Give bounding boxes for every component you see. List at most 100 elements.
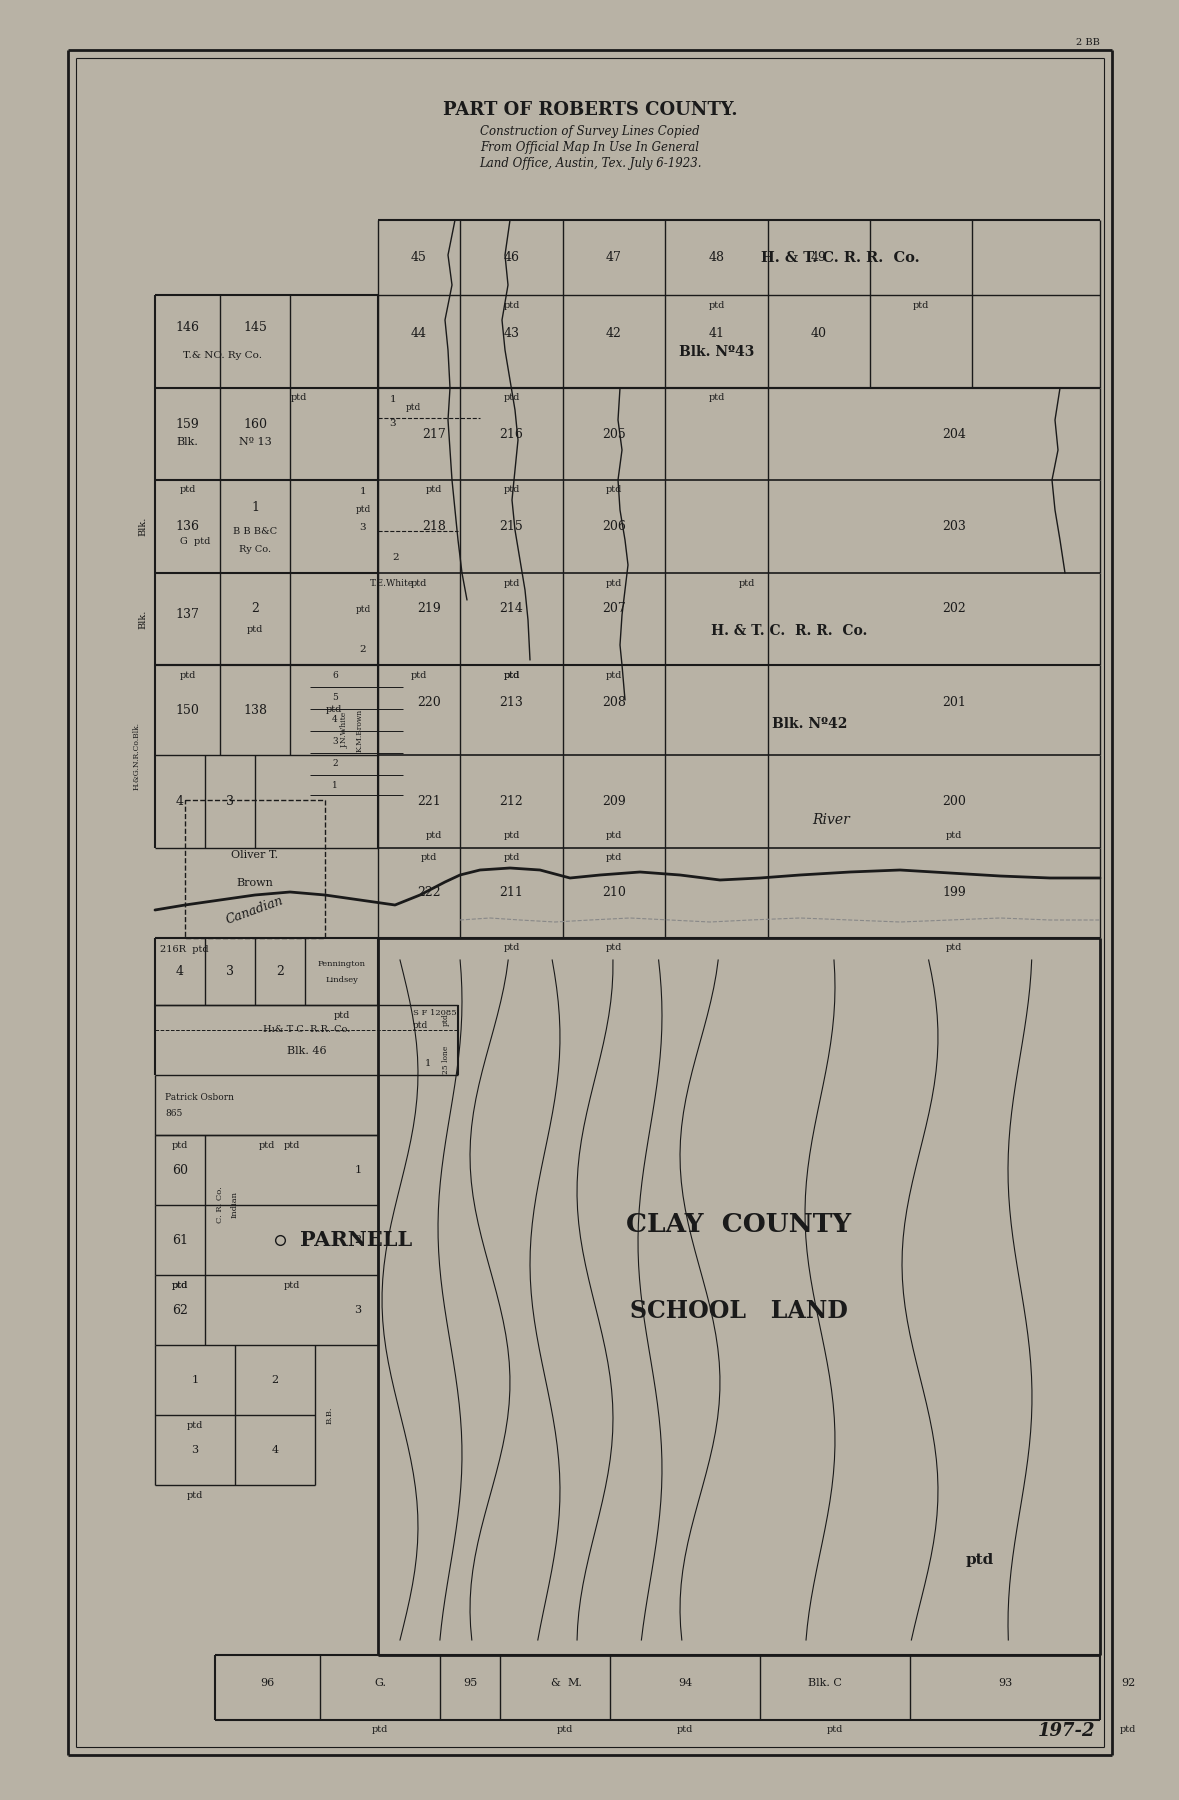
Text: 3: 3 — [226, 965, 233, 977]
Text: ptd: ptd — [406, 403, 421, 412]
Text: H. & T. C. R. R.  Co.: H. & T. C. R. R. Co. — [760, 250, 920, 265]
Text: ptd: ptd — [709, 301, 725, 310]
Text: 212: 212 — [500, 796, 523, 808]
Text: 203: 203 — [942, 520, 966, 533]
Text: Blk.: Blk. — [177, 437, 198, 446]
Text: ptd: ptd — [503, 394, 520, 403]
Text: Blk.: Blk. — [138, 517, 147, 536]
Text: ptd: ptd — [258, 1141, 275, 1150]
Text: 205: 205 — [602, 428, 626, 441]
Text: 2: 2 — [332, 760, 338, 769]
Text: ptd: ptd — [283, 1141, 299, 1150]
Text: 145: 145 — [243, 320, 266, 335]
Text: 3: 3 — [355, 1305, 362, 1316]
Text: ptd: ptd — [503, 301, 520, 310]
Text: 5: 5 — [332, 693, 338, 702]
Text: River: River — [812, 814, 850, 828]
Text: 216R  ptd: 216R ptd — [160, 945, 209, 954]
Text: ptd: ptd — [172, 1280, 189, 1289]
Text: 200: 200 — [942, 796, 966, 808]
Text: ptd: ptd — [503, 671, 520, 679]
Text: 2: 2 — [276, 965, 284, 977]
Text: 160: 160 — [243, 418, 266, 430]
Text: 215: 215 — [500, 520, 523, 533]
Text: ptd: ptd — [503, 832, 520, 841]
Text: 199: 199 — [942, 887, 966, 900]
Text: 6: 6 — [332, 671, 338, 680]
Text: 4: 4 — [332, 715, 338, 724]
Text: 202: 202 — [942, 603, 966, 616]
Text: ptd: ptd — [913, 301, 929, 310]
Text: ptd: ptd — [283, 1280, 299, 1289]
Text: 93: 93 — [997, 1678, 1012, 1688]
Text: ptd: ptd — [179, 671, 196, 679]
Text: H.&G.N.R.Co.Blk.: H.&G.N.R.Co.Blk. — [133, 722, 141, 790]
Text: 207: 207 — [602, 603, 626, 616]
Text: Lindsey: Lindsey — [325, 976, 358, 983]
Text: 3: 3 — [226, 796, 233, 808]
Text: 1: 1 — [360, 488, 367, 497]
Text: ptd: ptd — [410, 671, 427, 679]
Text: 1: 1 — [390, 396, 396, 405]
Text: 43: 43 — [503, 328, 520, 340]
Text: SCHOOL   LAND: SCHOOL LAND — [630, 1300, 848, 1323]
Text: ptd: ptd — [442, 1013, 450, 1026]
Text: ptd: ptd — [426, 832, 442, 841]
Text: ptd: ptd — [606, 853, 623, 862]
Text: ptd: ptd — [826, 1726, 843, 1735]
Text: 96: 96 — [261, 1678, 275, 1688]
Text: Brown: Brown — [237, 878, 274, 887]
Text: ptd: ptd — [1120, 1726, 1137, 1735]
Text: 201: 201 — [942, 695, 966, 709]
Text: ptd: ptd — [334, 1010, 350, 1019]
Text: ptd: ptd — [503, 671, 520, 679]
Text: Hı& T C  R.R. Co.: Hı& T C R.R. Co. — [263, 1024, 350, 1033]
Text: 1: 1 — [424, 1058, 432, 1067]
Text: CLAY  COUNTY: CLAY COUNTY — [626, 1213, 851, 1237]
Text: 213: 213 — [500, 695, 523, 709]
Text: 137: 137 — [176, 608, 199, 621]
Text: 2: 2 — [355, 1235, 362, 1246]
Text: 1: 1 — [355, 1165, 362, 1175]
Text: Patrick Osborn: Patrick Osborn — [165, 1093, 233, 1102]
Text: H. & T. C.  R. R.  Co.: H. & T. C. R. R. Co. — [711, 625, 868, 637]
Text: Canadian: Canadian — [224, 893, 285, 927]
Text: 60: 60 — [172, 1163, 187, 1177]
Text: Indian: Indian — [231, 1192, 239, 1219]
Text: PARNELL: PARNELL — [299, 1229, 413, 1249]
Text: 45: 45 — [411, 250, 427, 265]
Text: B B B&C: B B B&C — [233, 527, 277, 536]
Text: 3: 3 — [390, 419, 396, 428]
Text: B.B.: B.B. — [327, 1406, 334, 1424]
Text: G  ptd: G ptd — [180, 536, 211, 545]
Text: 49: 49 — [811, 250, 826, 265]
Text: Construction of Survey Lines Copied: Construction of Survey Lines Copied — [480, 126, 700, 139]
Text: 204: 204 — [942, 428, 966, 441]
Text: ptd: ptd — [709, 394, 725, 403]
Text: 220: 220 — [417, 695, 441, 709]
Text: T.& NO. Ry Co.: T.& NO. Ry Co. — [183, 351, 262, 360]
Text: Oliver T.: Oliver T. — [231, 850, 278, 860]
Text: ptd: ptd — [186, 1490, 203, 1499]
Text: 92: 92 — [1121, 1678, 1135, 1688]
Text: 40: 40 — [811, 328, 826, 340]
Text: 41: 41 — [709, 328, 725, 340]
Text: ptd: ptd — [355, 605, 370, 614]
Text: 3: 3 — [360, 524, 367, 533]
Text: 1: 1 — [251, 502, 259, 515]
Text: ptd: ptd — [421, 853, 437, 862]
Text: 2 BB: 2 BB — [1076, 38, 1100, 47]
Text: 138: 138 — [243, 704, 266, 716]
Text: 211: 211 — [500, 887, 523, 900]
Text: Blk.: Blk. — [138, 610, 147, 628]
Text: Ry Co.: Ry Co. — [239, 545, 271, 554]
Text: ptd: ptd — [172, 1280, 189, 1289]
Text: 44: 44 — [411, 328, 427, 340]
Text: 3: 3 — [191, 1445, 198, 1454]
Text: ptd: ptd — [172, 1141, 189, 1150]
Text: ptd: ptd — [606, 943, 623, 952]
Text: 2: 2 — [271, 1375, 278, 1384]
Text: T.E.White: T.E.White — [370, 578, 414, 587]
Text: ptd: ptd — [677, 1726, 693, 1735]
Text: ptd: ptd — [246, 625, 263, 634]
